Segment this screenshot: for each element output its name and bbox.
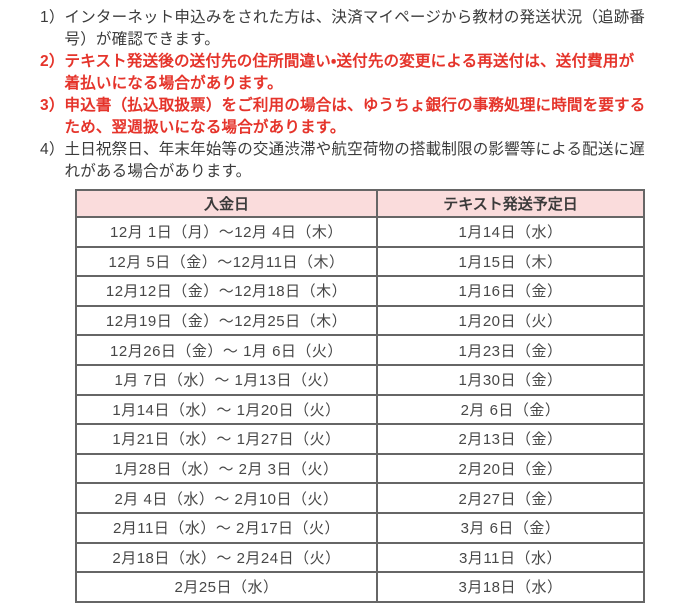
payment-date-cell: 2月 4日（水）～ 2月10日（火） — [75, 482, 378, 514]
payment-date-cell: 1月28日（水）～ 2月 3日（火） — [75, 452, 378, 485]
table-row: 12月12日（金）～12月18日（木） 1月16日（金） — [75, 275, 645, 307]
note-line: テキスト発送後の送付先の住所間違い・送付先の変更による再送付は、送付費用が — [64, 53, 635, 70]
note-line: れがある場合があります。 — [64, 163, 252, 180]
payment-date-cell: 1月 7日（水）～ 1月13日（火） — [75, 363, 378, 396]
shipping-date-cell: 1月16日（金） — [376, 275, 645, 307]
shipping-date-cell: 1月23日（金） — [376, 334, 645, 366]
payment-date-cell: 2月25日（水） — [75, 571, 378, 603]
shipping-date-cell: 1月15日（木） — [376, 245, 645, 278]
table-row: 12月 1日（月）～12月 4日（木） 1月14日（水） — [75, 216, 645, 248]
table-row: 1月 7日（水）～ 1月13日（火） 1月30日（金） — [75, 363, 645, 396]
table-row: 2月25日（水） 3月18日（水） — [75, 571, 645, 603]
shipping-schedule-table: 入金日 テキスト発送予定日 12月 1日（月）～12月 4日（木） 1月14日（… — [75, 189, 645, 603]
column-header-text-shipping-date: テキスト発送予定日 — [376, 189, 645, 218]
payment-date-cell: 2月11日（水）～ 2月17日（火） — [75, 511, 378, 544]
note-item-3: 3） 申込書（払込取扱票）をご利用の場合は、ゆうちょ銀行の事務処理に時間を要する… — [40, 95, 688, 139]
note-item-4: 4） 土日祝祭日、年末年始等の交通渋滞や航空荷物の搭載制限の影響等による配送に遅… — [40, 139, 688, 183]
table-row: 1月21日（水）～ 1月27日（火） 2月13日（金） — [75, 423, 645, 455]
table-row: 2月18日（水）～ 2月24日（火） 3月11日（水） — [75, 541, 645, 574]
shipping-date-cell: 1月14日（水） — [376, 216, 645, 248]
table-row: 1月28日（水）～ 2月 3日（火） 2月20日（金） — [75, 452, 645, 485]
note-line: インターネット申込みをされた方は、決済マイページから教材の発送状況（追跡番 — [64, 9, 646, 26]
note-number: 3） — [40, 97, 65, 114]
payment-date-cell: 12月19日（金）～12月25日（木） — [75, 304, 378, 337]
payment-date-cell: 12月 5日（金）～12月11日（木） — [75, 245, 378, 278]
note-line: 号）が確認できます。 — [64, 31, 220, 48]
note-number: 1） — [40, 9, 65, 26]
table-row: 2月 4日（水）～ 2月10日（火） 2月27日（金） — [75, 482, 645, 514]
note-line: 申込書（払込取扱票）をご利用の場合は、ゆうちょ銀行の事務処理に時間を要する — [64, 97, 646, 114]
payment-date-cell: 12月12日（金）～12月18日（木） — [75, 275, 378, 307]
shipping-date-cell: 2月20日（金） — [376, 452, 645, 485]
note-text: 土日祝祭日、年末年始等の交通渋滞や航空荷物の搭載制限の影響等による配送に遅 れが… — [65, 139, 688, 183]
note-number: 2） — [40, 53, 65, 70]
note-text: インターネット申込みをされた方は、決済マイページから教材の発送状況（追跡番 号）… — [65, 7, 688, 51]
note-item-2: 2） テキスト発送後の送付先の住所間違い・送付先の変更による再送付は、送付費用が… — [40, 51, 688, 95]
note-line: 土日祝祭日、年末年始等の交通渋滞や航空荷物の搭載制限の影響等による配送に遅 — [64, 141, 645, 158]
shipping-date-cell: 2月 6日（金） — [376, 393, 645, 426]
shipping-date-cell: 1月30日（金） — [376, 363, 645, 396]
payment-date-cell: 12月 1日（月）～12月 4日（木） — [75, 216, 378, 248]
table-row: 12月19日（金）～12月25日（木） 1月20日（火） — [75, 304, 645, 337]
shipping-date-cell: 2月27日（金） — [376, 482, 645, 514]
shipping-date-cell: 3月18日（水） — [376, 571, 645, 603]
note-text: 申込書（払込取扱票）をご利用の場合は、ゆうちょ銀行の事務処理に時間を要する ため… — [65, 95, 688, 139]
table-row: 12月26日（金）～ 1月 6日（火） 1月23日（金） — [75, 334, 645, 366]
table-row: 12月 5日（金）～12月11日（木） 1月15日（木） — [75, 245, 645, 278]
table-row: 1月14日（水）～ 1月20日（火） 2月 6日（金） — [75, 393, 645, 426]
payment-date-cell: 2月18日（水）～ 2月24日（火） — [75, 541, 378, 574]
shipping-date-cell: 2月13日（金） — [376, 423, 645, 455]
table-row: 2月11日（水）～ 2月17日（火） 3月 6日（金） — [75, 511, 645, 544]
note-text: テキスト発送後の送付先の住所間違い・送付先の変更による再送付は、送付費用が 着払… — [65, 51, 688, 95]
note-item-1: 1） インターネット申込みをされた方は、決済マイページから教材の発送状況（追跡番… — [40, 7, 688, 51]
table-header-row: 入金日 テキスト発送予定日 — [75, 189, 645, 218]
note-line: ため、翌週扱いになる場合があります。 — [64, 119, 346, 136]
note-number: 4） — [40, 141, 65, 158]
shipping-date-cell: 1月20日（火） — [376, 304, 645, 337]
column-header-payment-date: 入金日 — [75, 189, 378, 218]
payment-date-cell: 1月21日（水）～ 1月27日（火） — [75, 423, 378, 455]
notes-list: 1） インターネット申込みをされた方は、決済マイページから教材の発送状況（追跡番… — [40, 7, 688, 183]
shipping-date-cell: 3月11日（水） — [376, 541, 645, 574]
payment-date-cell: 1月14日（水）～ 1月20日（火） — [75, 393, 378, 426]
note-line: 着払いになる場合があります。 — [64, 75, 283, 92]
payment-date-cell: 12月26日（金）～ 1月 6日（火） — [75, 334, 378, 366]
shipping-date-cell: 3月 6日（金） — [376, 511, 645, 544]
